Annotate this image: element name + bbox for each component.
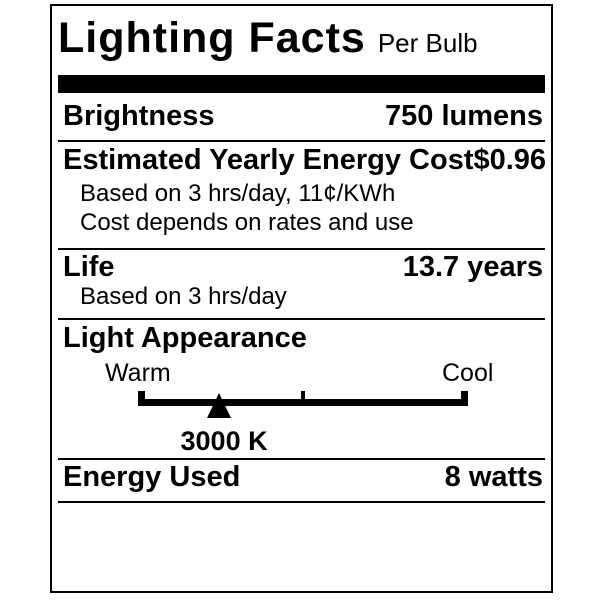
color-temp-scale	[138, 390, 468, 418]
label-subtitle: Per Bulb	[377, 28, 478, 58]
label-title: Lighting Facts	[58, 14, 366, 62]
divider	[58, 140, 545, 142]
light-appearance-label: Light Appearance	[63, 322, 307, 354]
scale-middle-tick	[301, 391, 305, 400]
divider	[58, 501, 545, 503]
energy-cost-value: $0.96	[473, 144, 547, 176]
life-row: Life 13.7 years	[58, 253, 545, 282]
label-header: Lighting Facts Per Bulb	[58, 14, 545, 70]
light-appearance-row: Light Appearance	[58, 324, 545, 353]
header-separator-bar	[58, 75, 545, 93]
kelvin-value: 3000 K	[180, 426, 268, 456]
energy-cost-note-usage: Based on 3 hrs/day, 11¢/KWh	[80, 180, 396, 207]
kelvin-row: 3000 K	[58, 428, 545, 457]
divider	[58, 248, 545, 250]
life-value: 13.7 years	[402, 251, 543, 283]
energy-used-label: Energy Used	[63, 461, 241, 493]
scale-bar	[138, 399, 468, 406]
energy-cost-note-rates: Cost depends on rates and use	[80, 209, 414, 236]
kelvin-strip: 3000 K	[138, 428, 468, 457]
divider	[58, 318, 545, 320]
cool-label: Cool	[442, 359, 494, 387]
brightness-row: Brightness 750 lumens	[58, 102, 545, 131]
life-note: Based on 3 hrs/day	[80, 283, 287, 310]
life-label: Life	[63, 251, 115, 283]
label-content: Lighting Facts Per Bulb Brightness 750 l…	[52, 6, 551, 503]
scale-right-tick	[461, 391, 468, 406]
color-temp-scale-labels: Warm Cool	[58, 361, 545, 386]
brightness-label: Brightness	[63, 100, 215, 132]
energy-used-value: 8 watts	[444, 461, 543, 493]
brightness-value: 750 lumens	[385, 100, 543, 132]
divider	[58, 458, 545, 460]
color-temp-marker-icon	[206, 393, 231, 418]
energy-used-row: Energy Used 8 watts	[58, 463, 545, 492]
energy-cost-row: Estimated Yearly Energy Cost $0.96	[58, 144, 547, 176]
lighting-facts-label: Lighting Facts Per Bulb Brightness 750 l…	[50, 4, 553, 593]
warm-label: Warm	[105, 359, 171, 387]
color-temp-scale-row	[58, 390, 545, 418]
scale-left-tick	[138, 391, 145, 406]
energy-cost-label: Estimated Yearly Energy Cost	[63, 144, 474, 176]
